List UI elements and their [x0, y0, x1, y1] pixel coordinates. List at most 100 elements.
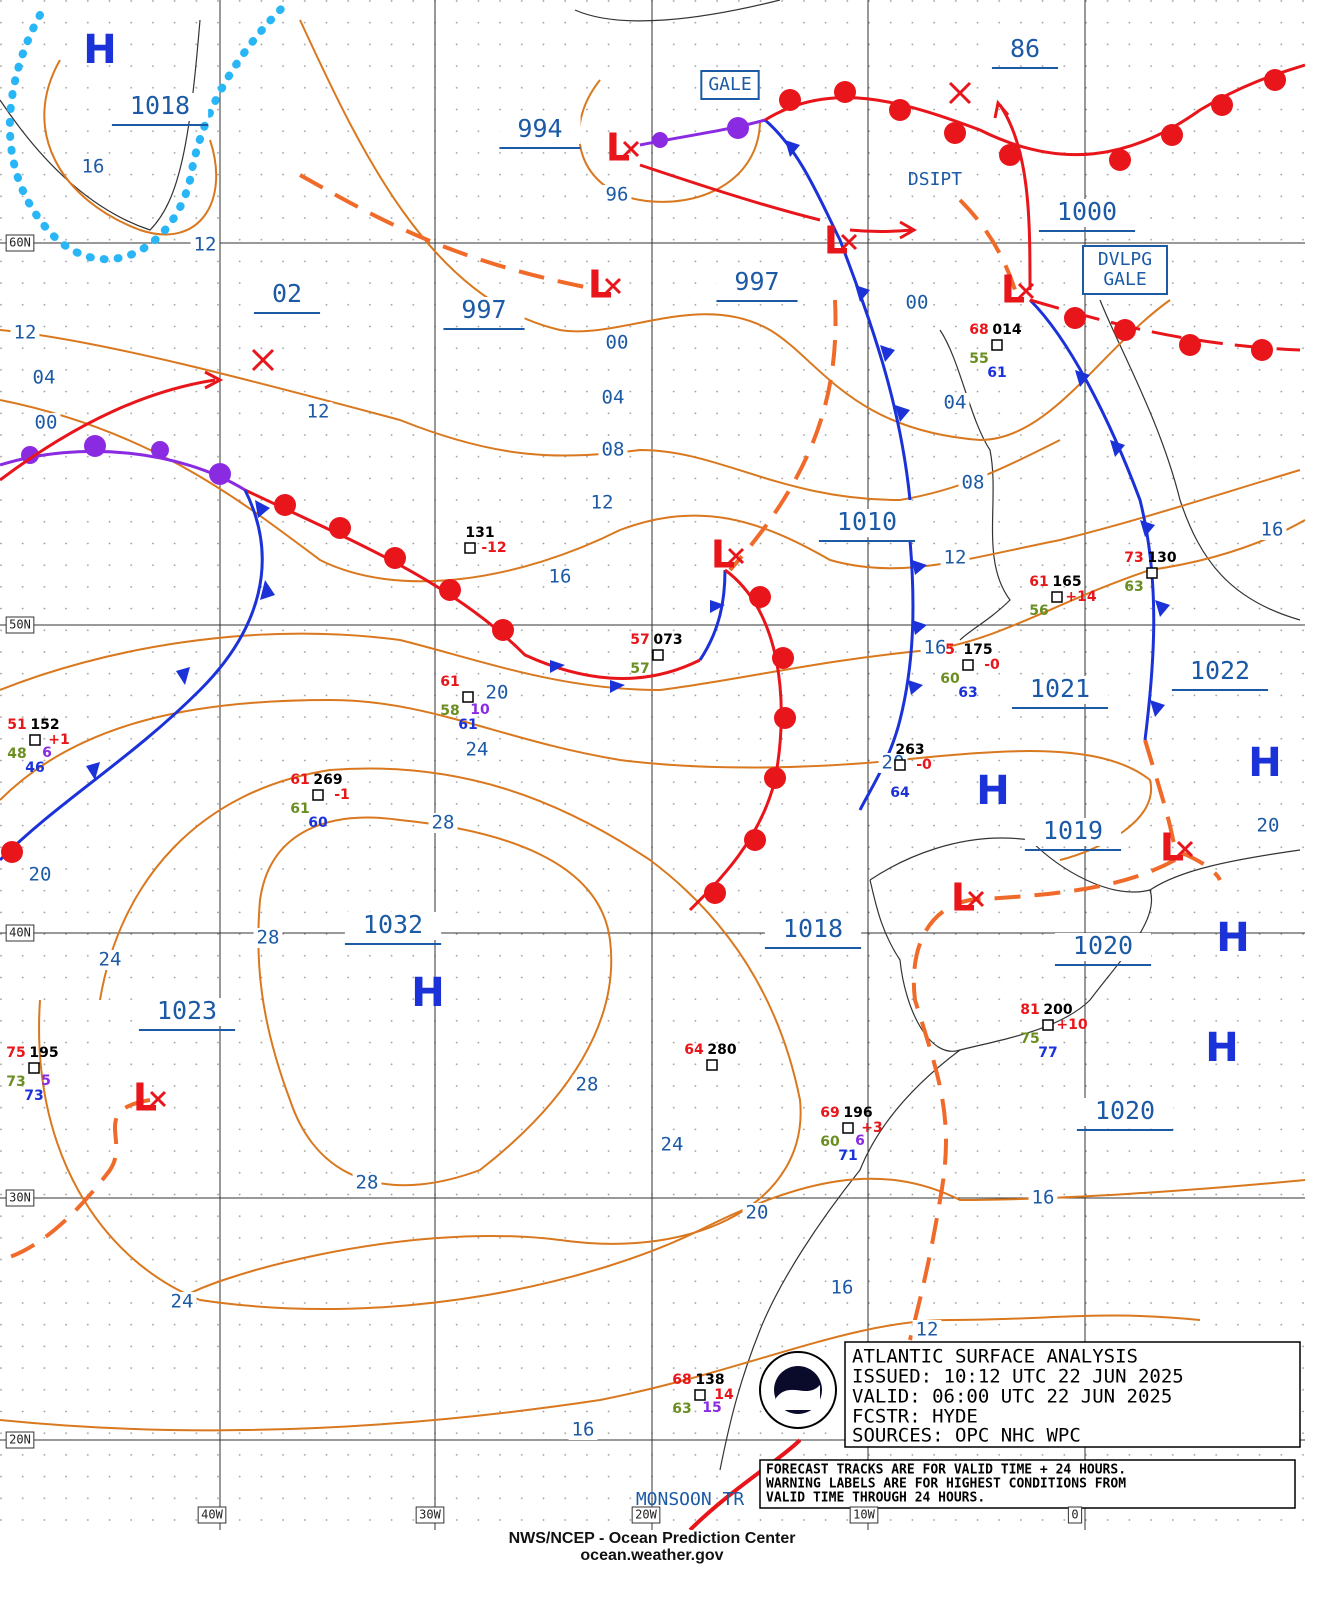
lon-label: 30W: [419, 1508, 441, 1522]
isobar-label-bg: [29, 368, 59, 388]
isobar-label-bg: [31, 413, 61, 433]
note-box: [759, 1459, 1296, 1509]
low-x: [727, 547, 745, 565]
station-temp: 64: [684, 1042, 704, 1058]
station-sea: 61: [458, 717, 477, 733]
pressure-center-label: 1010: [837, 507, 897, 536]
isobar-label-bg: [1257, 520, 1287, 540]
station-pressure: 152: [30, 717, 59, 733]
low-center: L: [606, 126, 630, 170]
station-sea: 71: [838, 1148, 857, 1164]
station-dew: 73: [6, 1074, 25, 1090]
pressure-center-label: 997: [734, 267, 779, 296]
pressure-center-bg: [1054, 933, 1152, 961]
isobar-label: 12: [194, 234, 217, 256]
isobar-label: 20: [486, 682, 509, 704]
info-forecaster: FCSTR: HYDE: [852, 1406, 978, 1428]
pressure-center-bg: [138, 998, 236, 1026]
high-center: H: [411, 970, 444, 1016]
station-tendency: -0: [984, 657, 1000, 673]
station-sea: 64: [890, 785, 910, 801]
station-pressure: 165: [1052, 574, 1081, 590]
isobar-label: 00: [906, 292, 929, 314]
station-marker: [652, 649, 664, 661]
high-center: H: [83, 27, 116, 73]
lat-label: 40N: [9, 926, 31, 940]
isobar-label: 96: [606, 184, 629, 206]
isobar-label: 20: [746, 1202, 769, 1224]
warning-box: [700, 70, 760, 100]
pressure-center-bg: [111, 93, 209, 121]
station-sea: 73: [24, 1088, 43, 1104]
isobar-label: 24: [99, 949, 122, 971]
low-center: L: [588, 263, 612, 307]
isobar-label: 16: [572, 1419, 595, 1441]
station-dew: 60: [820, 1134, 840, 1150]
pressure-center-bg: [443, 297, 525, 325]
pressure-center-label: 86: [1010, 34, 1040, 63]
station-tendency: +1: [48, 732, 69, 748]
isobar-label: 12: [14, 322, 37, 344]
isobar-label-bg: [253, 928, 283, 948]
lat-label: 60N: [9, 236, 31, 250]
station-pressure: 130: [1147, 550, 1176, 566]
isobar-label: 12: [307, 401, 330, 423]
isobar-label-bg: [303, 402, 333, 422]
station-sea: 46: [25, 760, 44, 776]
isobar-label: 20: [1257, 815, 1280, 837]
station-marker: [894, 759, 906, 771]
lon-label-box: [415, 1506, 445, 1524]
isobar-label: 24: [466, 739, 489, 761]
footer-agency: NWS/NCEP - Ocean Prediction Center: [509, 1530, 796, 1547]
low-center: L: [824, 219, 848, 263]
isobar-label-bg: [545, 567, 575, 587]
lat-label-box: [5, 616, 35, 634]
isobar-label-bg: [568, 1420, 598, 1440]
station-tendency: +14: [1065, 589, 1096, 605]
pressure-center-bg: [1076, 1098, 1174, 1126]
occluded-front-bumps: [21, 117, 749, 485]
station-dew: 57: [630, 661, 649, 677]
lon-label: 20W: [635, 1508, 657, 1522]
pressure-center-label: 1023: [157, 996, 217, 1025]
lat-label-box: [5, 1431, 35, 1449]
info-valid: VALID: 06:00 UTC 22 JUN 2025: [852, 1386, 1172, 1408]
pressure-center-label: 1000: [1057, 197, 1117, 226]
lon-label-box: [1067, 1506, 1083, 1524]
low-center: L: [133, 1076, 157, 1120]
info-box: [844, 1341, 1301, 1448]
station-dew: 55: [969, 351, 988, 367]
isobar-label: 24: [661, 1134, 684, 1156]
station-pressure: 131: [465, 525, 494, 541]
isobar-label-bg: [25, 865, 55, 885]
isobar-label-bg: [587, 493, 617, 513]
station-marker: [28, 1062, 40, 1074]
isobar-label-bg: [462, 740, 492, 760]
station-temp: 5: [945, 642, 955, 658]
pressure-center-bg: [716, 269, 798, 297]
station-marker: [1146, 567, 1158, 579]
isobar-label: 16: [1032, 1187, 1055, 1209]
lon-label-box: [631, 1506, 661, 1524]
pressure-center-label: 1020: [1095, 1096, 1155, 1125]
isobar-label: 16: [1261, 519, 1284, 541]
station-marker: [694, 1389, 706, 1401]
isobar-label: 16: [82, 156, 105, 178]
pressure-center-label: 1021: [1030, 674, 1090, 703]
storm-x: [251, 81, 972, 372]
pressure-center-bg: [1171, 658, 1269, 686]
low-center: L: [711, 533, 735, 577]
footer-band: [0, 1530, 1332, 1600]
low-x: [604, 277, 622, 295]
station-marker: [464, 542, 476, 554]
cold-front-pips: [86, 140, 1170, 780]
isobar-label-bg: [912, 1320, 942, 1340]
pressure-center-label: 1020: [1073, 931, 1133, 960]
pressure-center-bg: [818, 509, 916, 537]
station-pressure: 200: [1043, 1002, 1072, 1018]
low-x: [1017, 282, 1035, 300]
warning-label: DSIPT: [908, 169, 962, 190]
isobar-label: 04: [33, 367, 56, 389]
isobar-label-bg: [598, 440, 628, 460]
